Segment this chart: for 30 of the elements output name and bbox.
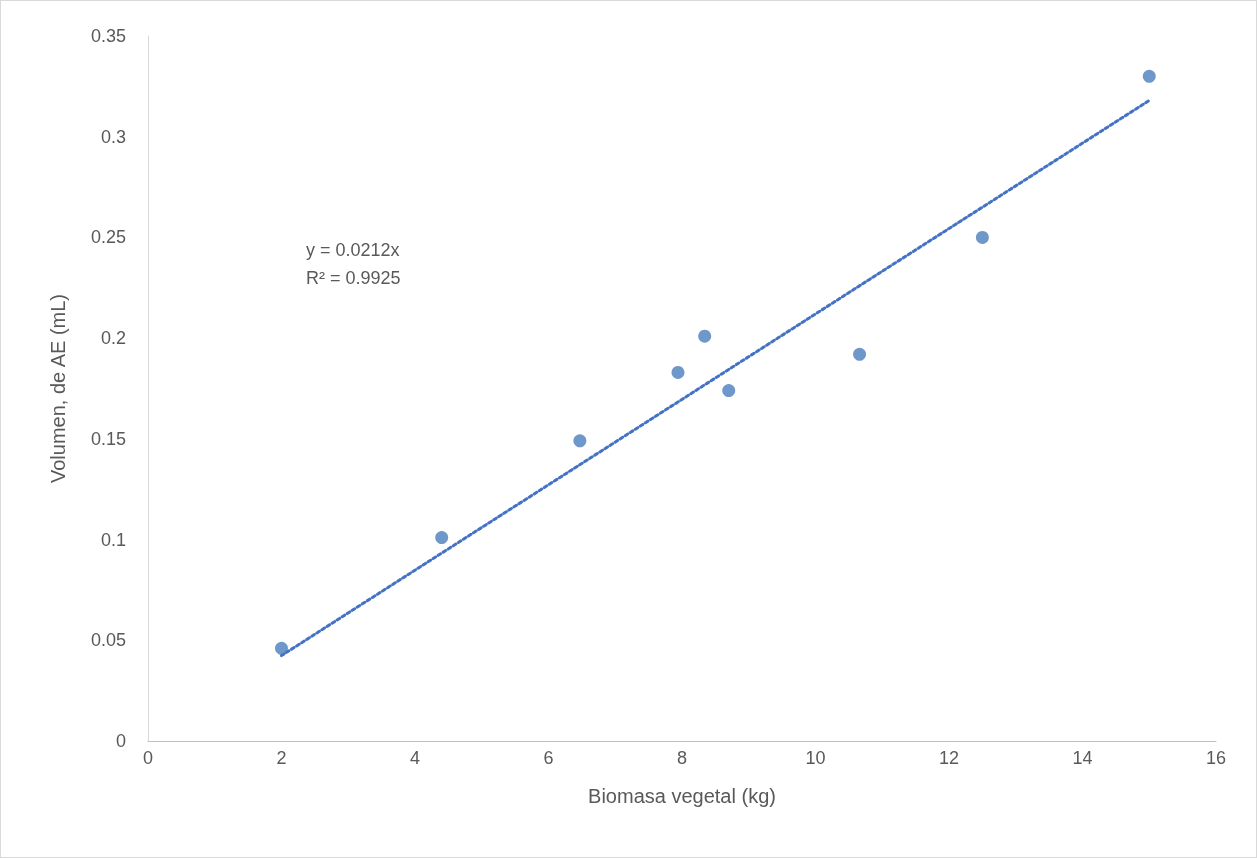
y-tick-label: 0.15 xyxy=(90,428,126,449)
y-tick-label: 0.35 xyxy=(90,26,126,46)
x-tick-label: 2 xyxy=(276,748,287,768)
y-tick-label: 0.05 xyxy=(90,630,126,651)
y-tick-label: 0.1 xyxy=(100,529,126,550)
x-tick-label: 16 xyxy=(1205,748,1227,768)
point xyxy=(435,531,449,545)
x-tick-label: 4 xyxy=(409,748,421,768)
x-tick-label: 14 xyxy=(1072,748,1093,768)
point xyxy=(671,365,685,379)
y-tick-label: 0.2 xyxy=(100,328,126,349)
point xyxy=(722,384,736,398)
y-tick-label: 0 xyxy=(115,731,126,751)
point xyxy=(975,230,989,244)
annotation: R² = 0.9925 xyxy=(306,268,401,288)
x-tick-label: 0 xyxy=(142,748,154,768)
y-tick-label: 0.25 xyxy=(90,227,126,248)
point xyxy=(853,347,867,361)
y-tick-label: 0.3 xyxy=(100,126,126,147)
point xyxy=(698,329,712,343)
x-tick-label: 10 xyxy=(805,748,826,768)
x-tick-label: 6 xyxy=(543,748,554,768)
x-tick-label: 12 xyxy=(938,748,960,768)
point xyxy=(1142,69,1156,83)
x-axis-title: Biomasa vegetal (kg) xyxy=(588,785,776,807)
point xyxy=(573,434,587,448)
point xyxy=(275,641,288,655)
x-tick-label: 8 xyxy=(676,748,688,768)
annotation: y = 0.0212x xyxy=(306,240,400,260)
y-axis-title: Volumen, de AE (mL) xyxy=(47,294,69,483)
